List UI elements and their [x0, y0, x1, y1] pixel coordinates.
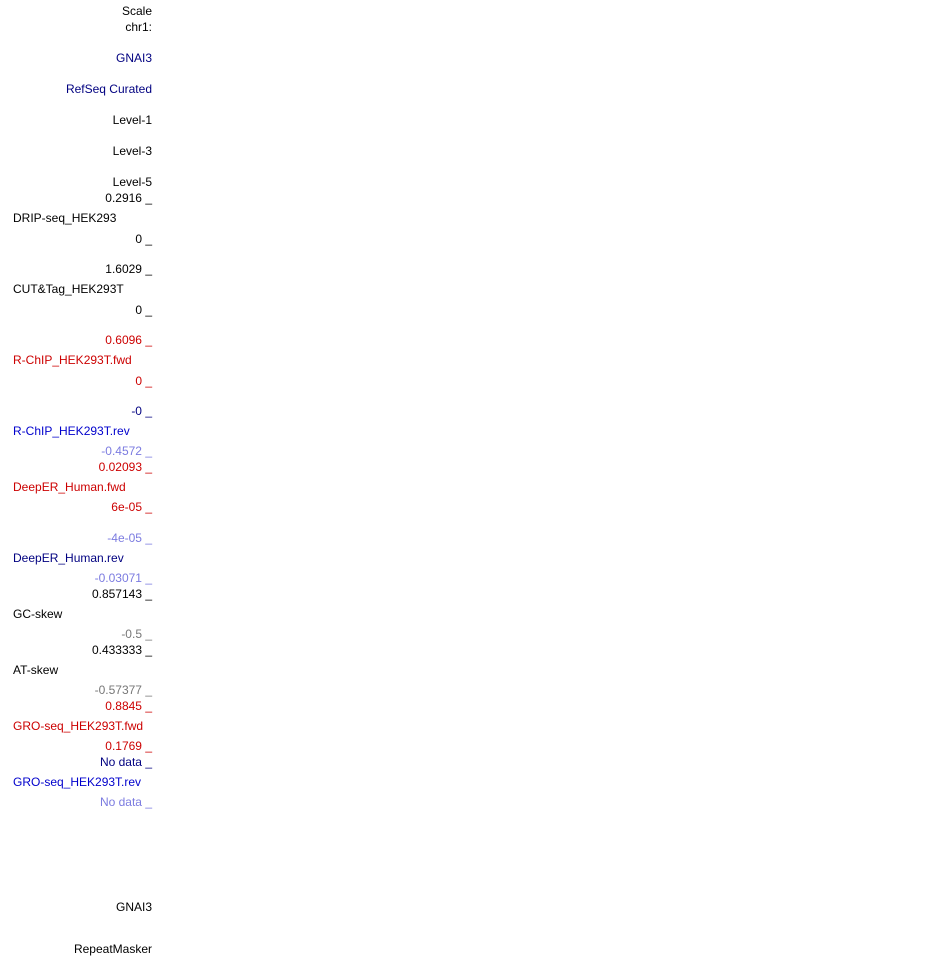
gene-label-gnai3-bottom[interactable]: GNAI3 — [115, 900, 152, 914]
gc-skew-max-value: 0.857143 _ — [91, 587, 152, 601]
track-label-repeatmasker[interactable]: RepeatMasker — [73, 942, 152, 956]
deeper-rev-min-value: -0.03071 _ — [94, 571, 152, 585]
gro-fwd-min-value: 0.1769 _ — [105, 739, 152, 753]
track-label-gro-rev[interactable]: GRO-seq_HEK293T.rev — [13, 775, 142, 789]
track-label-deeper-rev[interactable]: DeepER_Human.rev — [13, 551, 124, 565]
rchip-rev-max-value: -0 _ — [131, 404, 152, 418]
track-label-level-5[interactable]: Level-5 — [112, 175, 152, 189]
at-skew-min-value: -0.57377 _ — [94, 683, 152, 697]
chrom-label: chr1: — [125, 20, 152, 34]
track-label-gro-fwd[interactable]: GRO-seq_HEK293T.fwd — [13, 719, 144, 733]
track-label-refseq-curated[interactable]: RefSeq Curated — [65, 82, 152, 96]
scale-label: Scale — [121, 4, 152, 18]
cuttag-min-value: 0 _ — [135, 303, 152, 317]
deeper-fwd-max-value: 0.02093 _ — [98, 460, 152, 474]
rchip-fwd-min-value: 0 _ — [135, 374, 152, 388]
gro-rev-min-value: No data _ — [99, 795, 152, 809]
cuttag-max-value: 1.6029 _ — [105, 262, 152, 276]
track-label-rchip-fwd[interactable]: R-ChIP_HEK293T.fwd — [13, 353, 132, 367]
rchip-rev-min-value: -0.4572 _ — [101, 444, 152, 458]
gro-fwd-max-value: 0.8845 _ — [105, 699, 152, 713]
gro-rev-max-value: No data _ — [99, 755, 152, 769]
drip-min-value: 0 _ — [135, 232, 152, 246]
gc-skew-min-value: -0.5 _ — [121, 627, 152, 641]
track-label-deeper-fwd[interactable]: DeepER_Human.fwd — [13, 480, 126, 494]
rchip-fwd-max-value: 0.6096 _ — [105, 333, 152, 347]
drip-max-value: 0.2916 _ — [105, 191, 152, 205]
track-label-level-3[interactable]: Level-3 — [112, 144, 152, 158]
track-label-level-1[interactable]: Level-1 — [112, 113, 152, 127]
track-label-cut-tag[interactable]: CUT&Tag_HEK293T — [13, 282, 124, 296]
track-label-at-skew[interactable]: AT-skew — [13, 663, 59, 677]
deeper-rev-max-value: -4e-05 _ — [107, 531, 152, 545]
at-skew-max-value: 0.433333 _ — [91, 643, 152, 657]
track-label-drip-seq[interactable]: DRIP-seq_HEK293 — [13, 211, 117, 225]
deeper-fwd-min-value: 6e-05 _ — [111, 500, 152, 514]
track-label-gc-skew[interactable]: GC-skew — [13, 607, 63, 621]
gene-label-gnai3-top[interactable]: GNAI3 — [115, 51, 152, 65]
track-label-rchip-rev[interactable]: R-ChIP_HEK293T.rev — [13, 424, 130, 438]
